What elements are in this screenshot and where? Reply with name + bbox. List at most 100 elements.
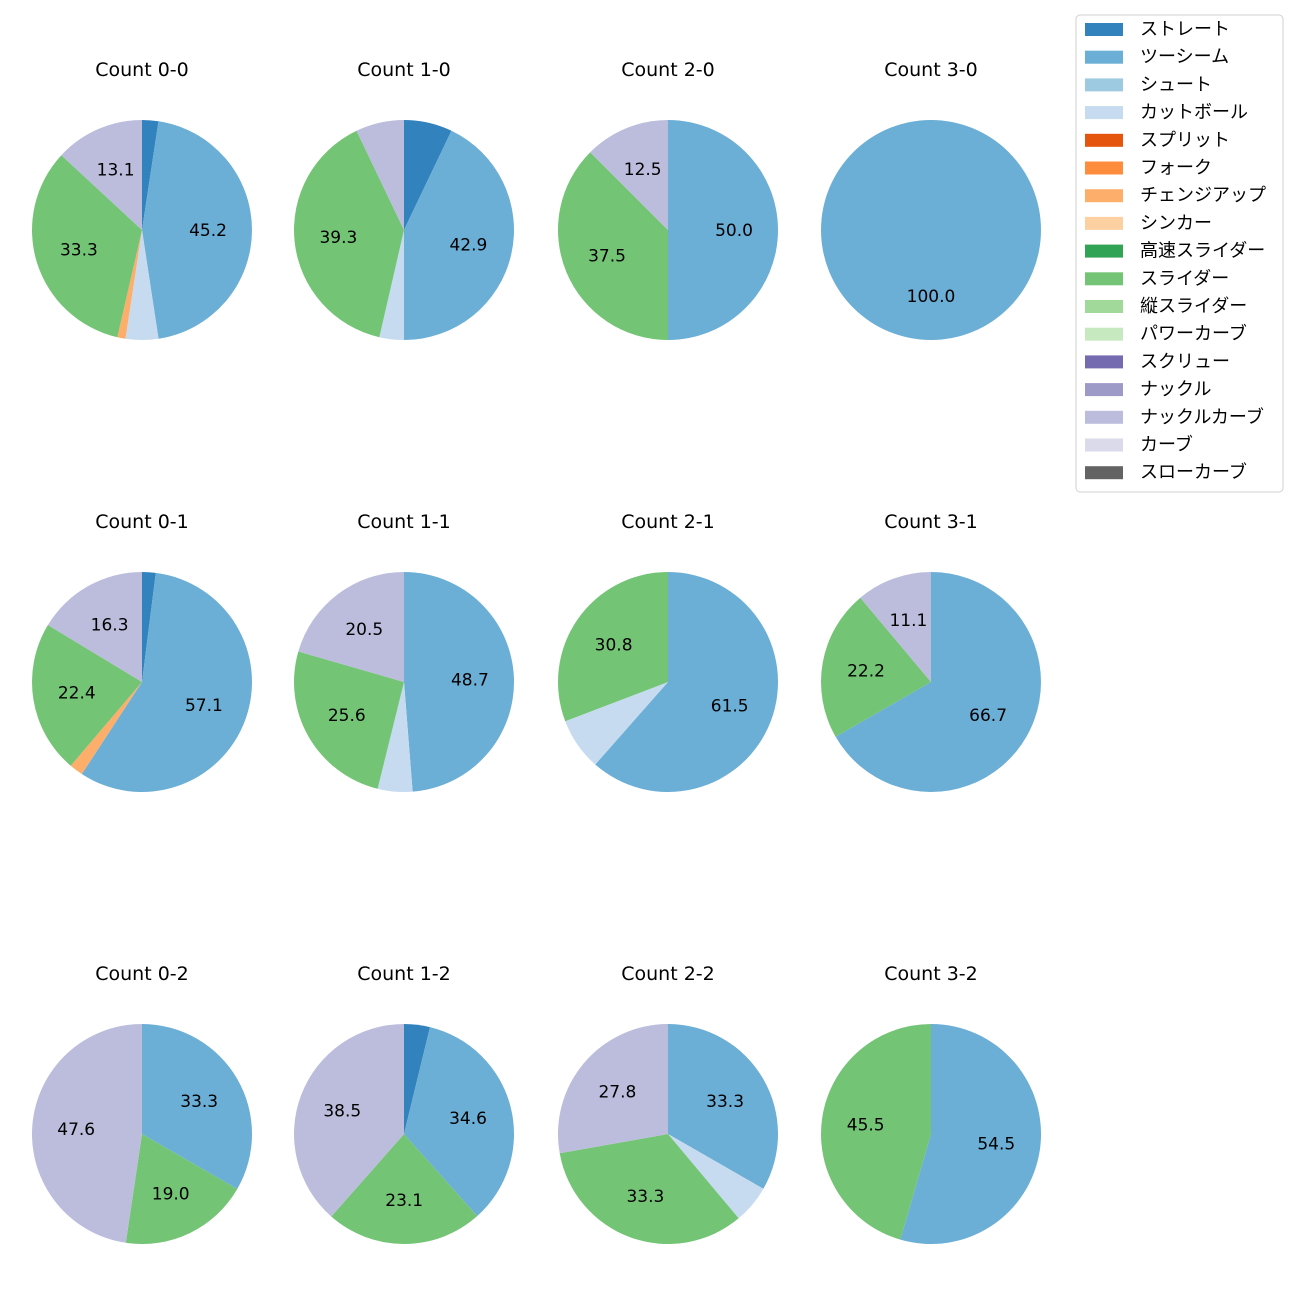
pie-slice bbox=[377, 682, 413, 792]
slice-label: 33.3 bbox=[706, 1092, 744, 1112]
slice-label: 23.1 bbox=[385, 1191, 423, 1211]
legend-label: シンカー bbox=[1140, 213, 1212, 234]
slice-label: 45.2 bbox=[189, 221, 227, 241]
pie-count-2-0: Count 2-0 50.0 37.5 12.5 bbox=[558, 59, 778, 340]
pie-title: Count 2-1 bbox=[621, 511, 715, 533]
pie-title: Count 1-0 bbox=[357, 59, 451, 81]
slice-label: 19.0 bbox=[152, 1184, 190, 1204]
slice-label: 50.0 bbox=[715, 221, 753, 241]
pie-count-3-1: Count 3-1 66.7 22.2 11.1 bbox=[820, 511, 1041, 792]
slice-label: 22.4 bbox=[58, 684, 96, 704]
legend-swatch bbox=[1085, 438, 1123, 452]
legend-label: 縦スライダー bbox=[1140, 296, 1247, 317]
pie-slice bbox=[404, 1024, 431, 1134]
pie-slice bbox=[565, 682, 668, 765]
pie-slice bbox=[557, 572, 668, 722]
slice-label: 11.1 bbox=[889, 611, 927, 631]
pie-title: Count 0-2 bbox=[95, 963, 189, 985]
pie-slice bbox=[820, 597, 931, 737]
pie-count-0-1: Count 0-1 57.1 22.4 16.3 bbox=[31, 511, 252, 792]
pie-slice bbox=[821, 120, 1041, 340]
slice-label: 39.3 bbox=[319, 228, 357, 248]
pie-title: Count 1-2 bbox=[357, 963, 451, 985]
slice-label: 61.5 bbox=[711, 696, 749, 716]
pie-slice bbox=[558, 152, 668, 340]
pie-count-2-1: Count 2-1 61.5 30.8 bbox=[557, 511, 779, 793]
pie-slice bbox=[668, 1024, 779, 1189]
pie-slice bbox=[125, 230, 159, 340]
pie-count-1-2: Count 1-2 34.6 23.1 38.5 bbox=[294, 963, 514, 1244]
legend-label: パワーカーブ bbox=[1140, 323, 1247, 345]
pie-slice bbox=[142, 1024, 252, 1189]
legend-label: ツーシーム bbox=[1140, 47, 1229, 68]
slice-label: 57.1 bbox=[185, 696, 223, 716]
pie-slice bbox=[61, 120, 143, 230]
pie-slice bbox=[558, 1024, 668, 1154]
pie-slice bbox=[835, 572, 1041, 792]
slice-label: 13.1 bbox=[97, 161, 135, 181]
slice-label: 38.5 bbox=[323, 1102, 361, 1122]
slice-label: 27.8 bbox=[598, 1083, 636, 1103]
pie-slice bbox=[821, 1024, 931, 1240]
pie-slice bbox=[47, 572, 142, 682]
pie-slice bbox=[404, 130, 514, 340]
legend-label: スクリュー bbox=[1140, 351, 1230, 372]
pie-slice bbox=[404, 1027, 514, 1217]
pie-count-1-0: Count 1-0 42.9 39.3 bbox=[294, 59, 514, 340]
pie-count-3-2: Count 3-2 54.5 45.5 bbox=[821, 963, 1042, 1244]
slice-label: 20.5 bbox=[345, 620, 383, 640]
legend-label: シュート bbox=[1140, 74, 1212, 95]
pie-title: Count 2-0 bbox=[621, 59, 715, 81]
pie-slice bbox=[668, 120, 778, 340]
pie-slice bbox=[331, 1134, 478, 1244]
slice-label: 33.3 bbox=[60, 240, 98, 260]
pie-slice bbox=[142, 121, 252, 339]
pie-slice bbox=[356, 120, 404, 230]
pie-title: Count 3-0 bbox=[884, 59, 978, 81]
pie-slice bbox=[294, 1024, 404, 1217]
pie-slice bbox=[595, 572, 779, 793]
legend-label: カーブ bbox=[1140, 434, 1193, 456]
slice-label: 66.7 bbox=[969, 706, 1007, 726]
pie-slice bbox=[81, 572, 252, 792]
slice-label: 45.5 bbox=[847, 1116, 885, 1136]
legend-label: ストレート bbox=[1140, 19, 1230, 40]
pie-slice bbox=[142, 120, 159, 230]
pie-slice bbox=[117, 230, 142, 339]
legend-label: スローカーブ bbox=[1140, 461, 1247, 483]
pie-slice bbox=[900, 1024, 1042, 1244]
pie-title: Count 0-1 bbox=[95, 511, 189, 533]
legend-label: カットボール bbox=[1140, 102, 1248, 123]
pie-slice bbox=[298, 572, 404, 682]
slice-label: 30.8 bbox=[595, 636, 633, 656]
pie-count-0-2: Count 0-2 33.3 19.0 47.6 bbox=[32, 963, 252, 1244]
pie-slice bbox=[125, 1134, 238, 1244]
pie-slice bbox=[559, 1134, 739, 1244]
legend-label: スライダー bbox=[1140, 268, 1229, 289]
slice-label: 48.7 bbox=[451, 670, 489, 690]
slice-label: 42.9 bbox=[449, 236, 487, 256]
slice-label: 47.6 bbox=[57, 1120, 95, 1140]
slice-label: 16.3 bbox=[91, 616, 129, 636]
legend-swatch bbox=[1085, 189, 1123, 203]
slice-label: 100.0 bbox=[907, 287, 956, 307]
pie-slice bbox=[379, 230, 404, 340]
pie-slice bbox=[294, 651, 404, 789]
pie-title: Count 3-1 bbox=[884, 511, 978, 533]
legend-swatch bbox=[1085, 383, 1123, 397]
pie-title: Count 1-1 bbox=[357, 511, 451, 533]
legend-label: ナックルカーブ bbox=[1140, 406, 1264, 428]
legend-swatch bbox=[1085, 133, 1123, 147]
slice-label: 37.5 bbox=[588, 246, 626, 266]
legend-swatch bbox=[1085, 23, 1123, 36]
legend-swatch bbox=[1085, 106, 1123, 120]
slice-label: 54.5 bbox=[977, 1134, 1015, 1154]
pie-slice bbox=[142, 572, 156, 682]
pie-count-2-2: Count 2-2 33.3 33.3 27.8 bbox=[558, 963, 779, 1244]
legend-label: チェンジアップ bbox=[1140, 185, 1266, 206]
pie-slice bbox=[32, 155, 142, 338]
pie-title: Count 2-2 bbox=[621, 963, 715, 985]
pie-title: Count 3-2 bbox=[884, 963, 978, 985]
legend-swatch bbox=[1085, 216, 1123, 230]
